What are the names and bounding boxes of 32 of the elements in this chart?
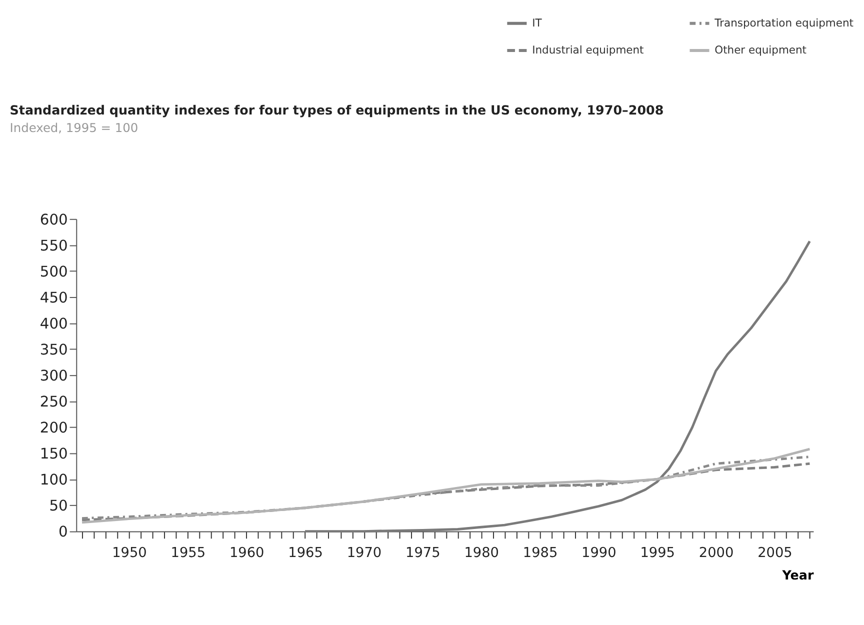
y-tick-label: 350 [40,341,68,358]
x-tick-label: 2005 [758,545,792,562]
y-tick-label: 450 [40,289,68,306]
x-tick-label: 1960 [229,545,264,562]
y-tick-label: 0 [58,524,68,541]
x-tick-label: 2000 [698,545,734,562]
y-tick-label: 100 [40,472,68,489]
x-tick-label: 1990 [582,545,616,562]
y-tick-label: 300 [40,367,68,384]
chart-subtitle: Indexed, 1995 = 100 [10,121,138,136]
x-tick-label: 1965 [288,545,323,562]
x-tick-label: 1975 [405,545,440,562]
legend-label: Other equipment [714,43,806,56]
y-tick-label: 250 [40,394,68,411]
y-tick-label: 600 [40,211,68,228]
y-tick-label: 500 [40,263,68,280]
legend-label: Industrial equipment [532,43,644,56]
x-tick-label: 1985 [522,545,558,562]
x-tick-label: 1980 [464,545,499,562]
legend-label: IT [532,16,542,30]
legend-label: Transportation equipment [714,16,854,30]
y-tick-label: 200 [40,420,68,437]
x-tick-label: 1955 [170,545,206,562]
chart-title: Standardized quantity indexes for four types of equipments in the US economy, 1970–2008 [10,102,664,118]
x-axis-title: Year [781,568,814,583]
x-tick-label: 1950 [112,545,147,562]
y-tick-label: 50 [49,498,68,515]
y-tick-label: 400 [40,315,68,332]
x-tick-label: 1995 [640,545,676,562]
y-tick-label: 550 [40,237,68,254]
y-tick-label: 150 [40,446,68,463]
x-tick-label: 1970 [346,545,382,562]
